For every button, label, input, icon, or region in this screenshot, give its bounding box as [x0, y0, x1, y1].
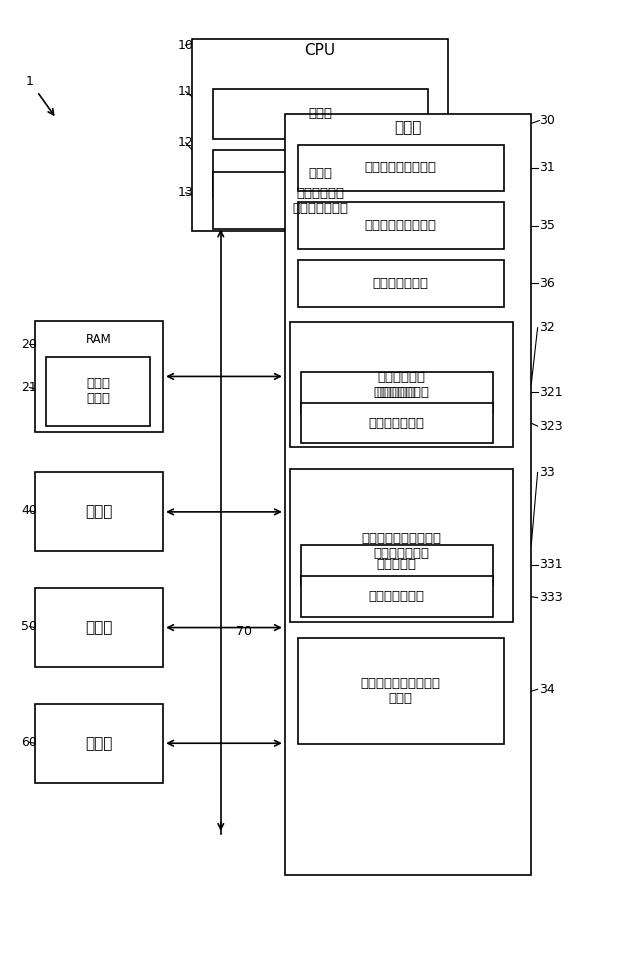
Text: 32: 32: [540, 321, 556, 335]
Text: メニュープログラム: メニュープログラム: [365, 161, 436, 174]
Text: 業務ログデータ: 業務ログデータ: [369, 416, 425, 430]
FancyBboxPatch shape: [301, 545, 493, 585]
FancyBboxPatch shape: [298, 260, 504, 307]
Text: 11: 11: [178, 85, 194, 98]
Text: 30: 30: [540, 114, 556, 127]
Text: 70: 70: [236, 625, 252, 638]
FancyBboxPatch shape: [46, 357, 150, 426]
Text: 33: 33: [540, 466, 556, 479]
FancyBboxPatch shape: [298, 202, 504, 249]
Text: 12: 12: [178, 136, 194, 149]
Text: 通信部: 通信部: [86, 736, 113, 751]
FancyBboxPatch shape: [213, 89, 428, 139]
Text: 記憶部: 記憶部: [394, 120, 421, 135]
Text: 業務プログラム: 業務プログラム: [372, 277, 429, 290]
Text: 323: 323: [540, 419, 563, 433]
Text: 表示部: 表示部: [86, 620, 113, 635]
Text: 50: 50: [21, 620, 37, 633]
Text: 36: 36: [540, 277, 556, 290]
Text: 1: 1: [26, 75, 33, 89]
Text: 13: 13: [178, 186, 194, 200]
FancyBboxPatch shape: [298, 638, 504, 744]
Text: 34: 34: [540, 683, 556, 696]
FancyBboxPatch shape: [290, 322, 513, 447]
FancyBboxPatch shape: [35, 704, 163, 783]
Text: 321: 321: [540, 386, 563, 399]
FancyBboxPatch shape: [298, 145, 504, 191]
Text: モード
フラグ: モード フラグ: [86, 377, 110, 406]
Text: 35: 35: [540, 219, 556, 232]
FancyBboxPatch shape: [301, 372, 493, 413]
Text: 21: 21: [21, 381, 37, 394]
FancyBboxPatch shape: [213, 172, 428, 229]
FancyBboxPatch shape: [301, 403, 493, 443]
Text: 331: 331: [540, 558, 563, 572]
FancyBboxPatch shape: [192, 39, 448, 231]
Text: 20: 20: [21, 337, 37, 351]
Text: トレーニング
メニュー出力部: トレーニング メニュー出力部: [292, 186, 348, 215]
FancyBboxPatch shape: [290, 469, 513, 622]
Text: 業務ログデータ: 業務ログデータ: [369, 590, 425, 603]
Text: 処理部: 処理部: [308, 107, 332, 120]
FancyBboxPatch shape: [35, 588, 163, 667]
Text: 60: 60: [21, 736, 37, 749]
FancyBboxPatch shape: [285, 114, 531, 875]
FancyBboxPatch shape: [301, 576, 493, 617]
Text: 40: 40: [21, 504, 37, 518]
Text: 業務データ: 業務データ: [377, 558, 417, 572]
Text: トレーニングモード用
実行環境データ: トレーニングモード用 実行環境データ: [361, 531, 442, 560]
FancyBboxPatch shape: [35, 472, 163, 551]
Text: 31: 31: [540, 161, 556, 174]
Text: 333: 333: [540, 591, 563, 604]
FancyBboxPatch shape: [35, 321, 163, 432]
Text: 通常モード用
実行環境データ: 通常モード用 実行環境データ: [373, 370, 429, 399]
Text: トレーニングメニュー
データ: トレーニングメニュー データ: [361, 677, 440, 706]
Text: 業務メニューデータ: 業務メニューデータ: [365, 219, 436, 232]
Text: 業務データ: 業務データ: [377, 386, 417, 399]
FancyBboxPatch shape: [213, 150, 428, 197]
Text: 複製部: 複製部: [308, 167, 332, 180]
Text: 10: 10: [178, 39, 194, 52]
Text: RAM: RAM: [86, 333, 112, 345]
Text: CPU: CPU: [305, 42, 335, 58]
Text: 操作部: 操作部: [86, 504, 113, 520]
